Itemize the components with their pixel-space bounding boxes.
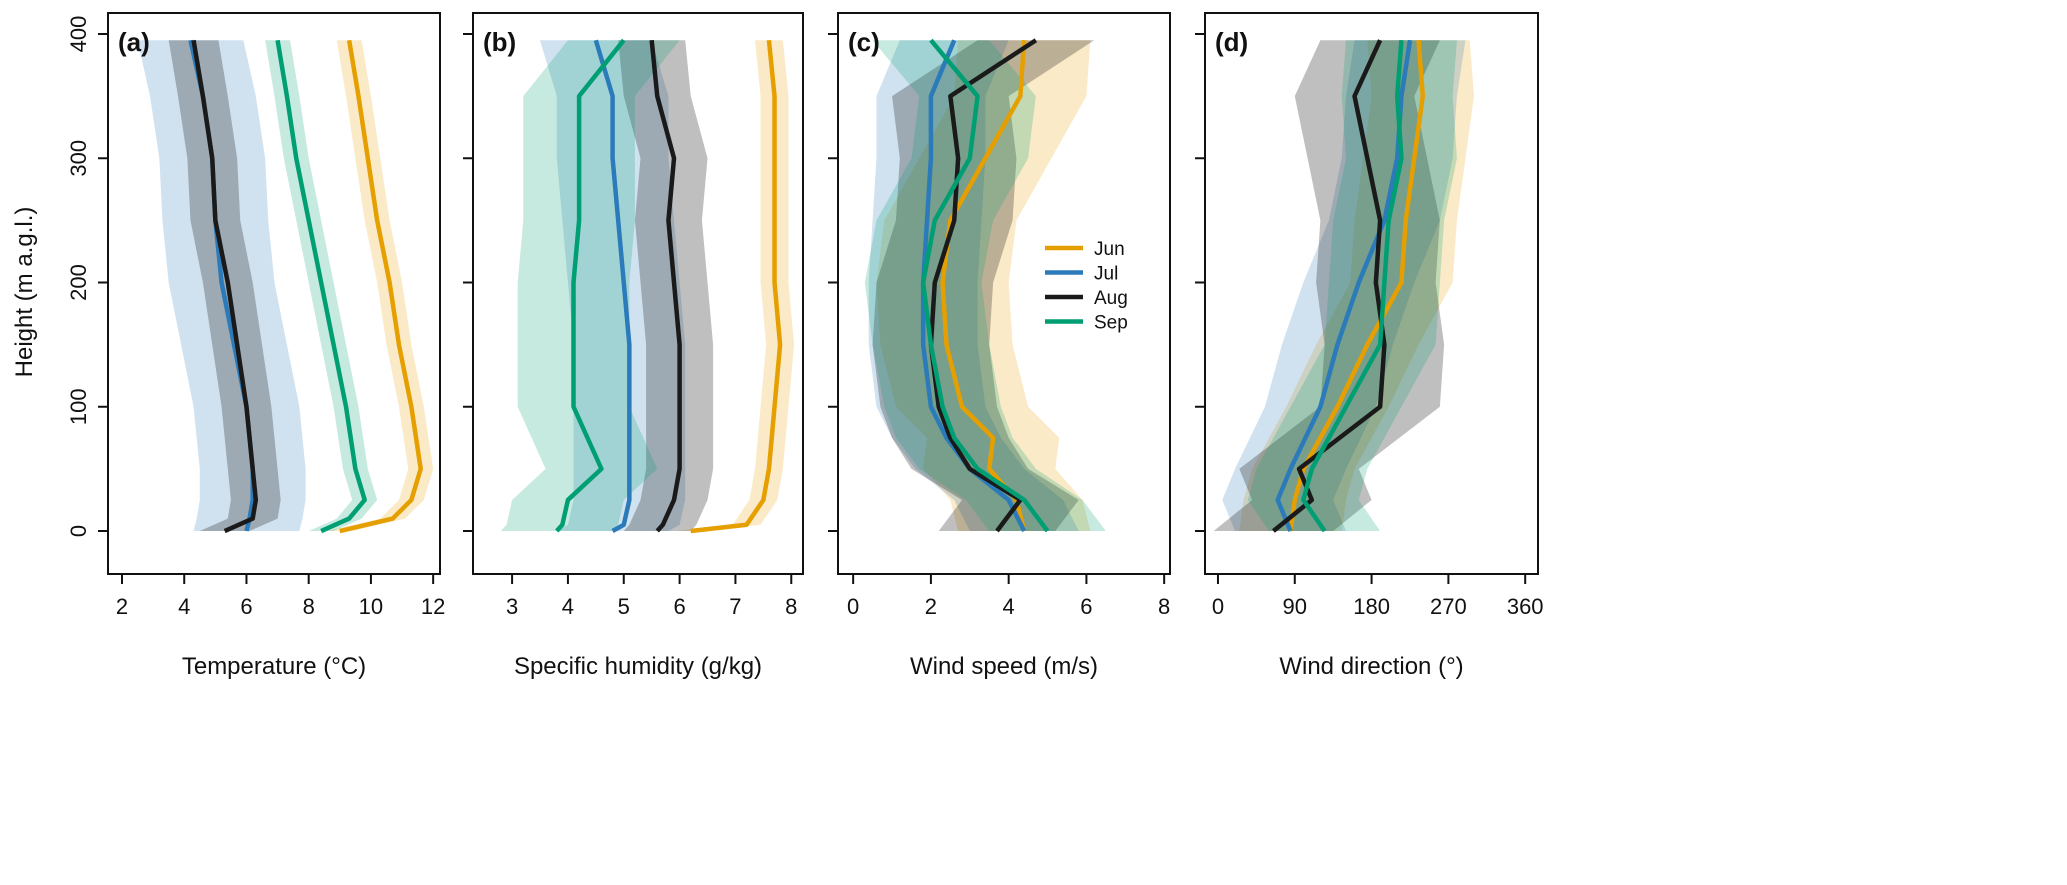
panel-d: 0 90 180 270 360 Wind direction (°) (d) [1195, 13, 1544, 680]
x-tick-label: 6 [240, 594, 252, 619]
x-tick-label: 7 [729, 594, 741, 619]
plot-area [138, 40, 434, 531]
legend-label: Aug [1094, 288, 1128, 309]
panel-a: 2 4 6 8 10 12 0 100 200 300 400 Temperature (°C) (a) [66, 13, 445, 680]
x-tick-label: 12 [421, 594, 445, 619]
y-tick-label: 300 [66, 140, 91, 177]
plot-area [501, 40, 794, 531]
x-tick-label: 0 [847, 594, 859, 619]
plot-area [865, 40, 1106, 531]
x-tick-label: 4 [178, 594, 190, 619]
x-tick-label: 4 [562, 594, 574, 619]
legend-label: Sep [1094, 313, 1128, 334]
x-tick-label: 180 [1353, 594, 1390, 619]
panel-b: 3 4 5 6 7 8 Specific humidity (g/kg) (b) [463, 13, 803, 680]
plot-area [1214, 40, 1474, 531]
y-tick-label: 0 [66, 525, 91, 537]
x-axis-label: Specific humidity (g/kg) [514, 653, 762, 680]
panel-label: (a) [118, 27, 150, 57]
panel-label: (c) [848, 27, 880, 57]
x-tick-label: 270 [1430, 594, 1467, 619]
x-axis-label: Temperature (°C) [182, 653, 366, 680]
x-axis-label: Wind speed (m/s) [910, 653, 1098, 680]
x-tick-label: 8 [303, 594, 315, 619]
band-sep [1248, 40, 1457, 531]
panel-c: 0 2 4 6 8 Wind speed (m/s) (c) Jun Jul Aug Sep [828, 13, 1170, 680]
x-tick-label: 8 [785, 594, 797, 619]
x-tick-label: 3 [506, 594, 518, 619]
panel-label: (d) [1215, 27, 1248, 57]
x-axis-label: Wind direction (°) [1279, 653, 1463, 680]
y-tick-label: 200 [66, 264, 91, 301]
panel-label: (b) [483, 27, 516, 57]
legend-label: Jul [1094, 264, 1118, 285]
x-tick-label: 2 [925, 594, 937, 619]
y-tick-label: 100 [66, 388, 91, 425]
x-tick-label: 8 [1158, 594, 1170, 619]
x-tick-label: 6 [673, 594, 685, 619]
legend: Jun Jul Aug Sep [1045, 239, 1128, 334]
x-tick-label: 2 [116, 594, 128, 619]
x-tick-label: 90 [1283, 594, 1307, 619]
legend-label: Jun [1094, 239, 1125, 260]
x-tick-label: 5 [618, 594, 630, 619]
x-tick-label: 4 [1003, 594, 1015, 619]
y-axis-label: Height (m a.g.l.) [11, 207, 38, 378]
x-tick-label: 10 [359, 594, 383, 619]
x-tick-label: 6 [1080, 594, 1092, 619]
x-tick-label: 0 [1212, 594, 1224, 619]
y-tick-label: 400 [66, 16, 91, 53]
x-tick-label: 360 [1507, 594, 1544, 619]
